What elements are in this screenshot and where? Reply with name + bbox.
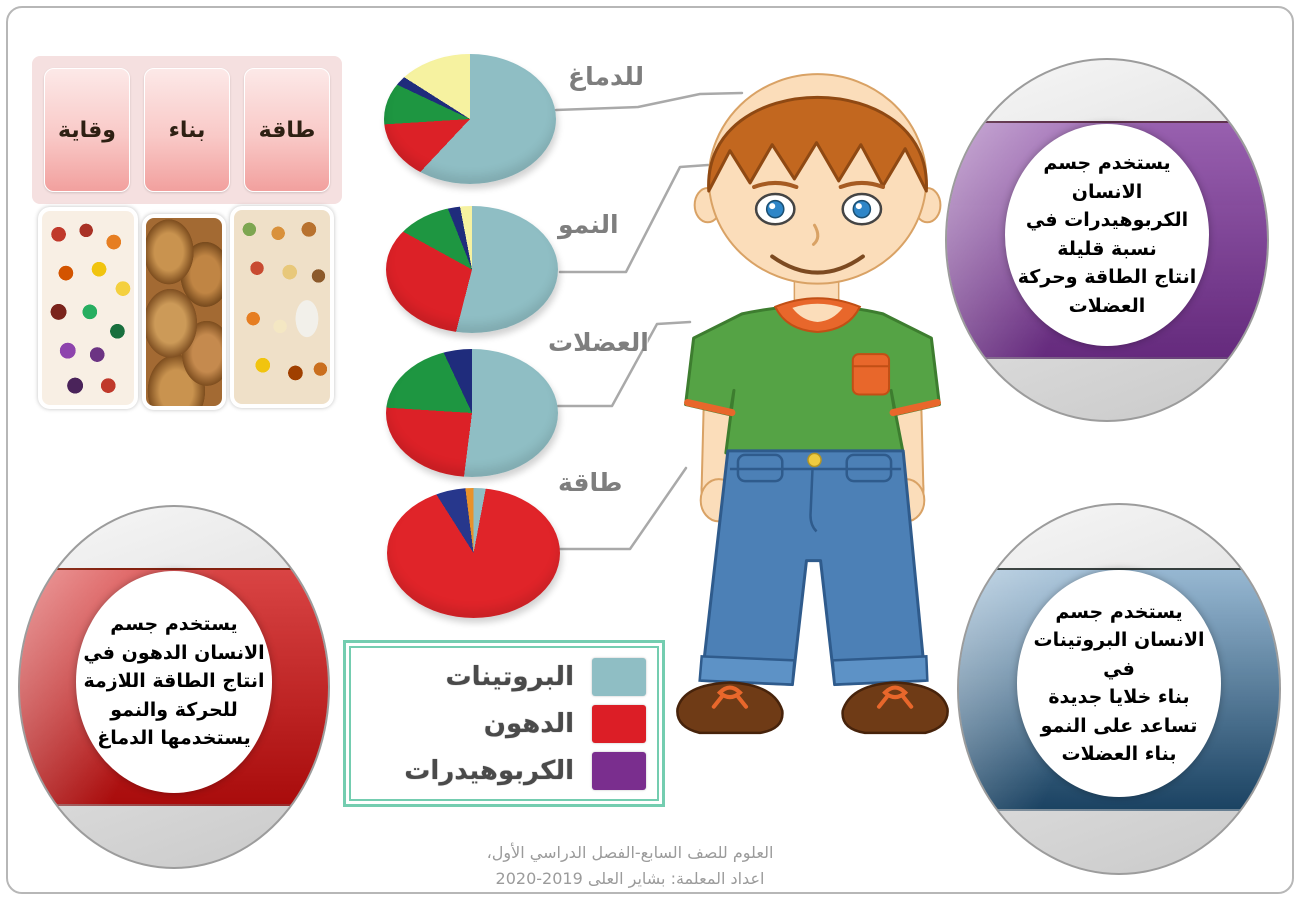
bubble-inner-circle: يستخدم جسم الانسان البروتينات في بناء خل… xyxy=(1016,569,1222,797)
food-card-energy: طاقة xyxy=(244,68,330,192)
footer-line-2: اعداد المعلمة: بشاير العلى 2019-2020 xyxy=(495,869,765,889)
pie-chart-growth xyxy=(386,206,558,333)
legend-item-carbohydrates: الكربوهيدرات xyxy=(362,751,646,790)
food-card-protection: وقاية xyxy=(44,68,130,192)
footer-line-1: العلوم للصف السابع-الفصل الدراسي الأول، xyxy=(486,843,774,862)
pie-label-brain: للدماغ xyxy=(568,62,644,91)
legend-label: الدهون xyxy=(483,708,574,739)
bubble-proteins: يستخدم جسم الانسان البروتينات في بناء خل… xyxy=(957,503,1281,875)
pie-label-energy: طاقة xyxy=(558,468,623,497)
carbohydrate-foods-photo xyxy=(230,206,334,408)
legend-label: الكربوهيدرات xyxy=(404,755,574,786)
bubble-fats-text: يستخدم جسم الانسان الدهون في انتاج الطاق… xyxy=(83,613,265,750)
footer-credit: العلوم للصف السابع-الفصل الدراسي الأول، … xyxy=(380,840,880,893)
pie-chart-energy xyxy=(387,488,560,618)
pie-label-growth: النمو xyxy=(558,210,619,239)
nuts-photo xyxy=(142,214,226,410)
boy-icon xyxy=(676,73,949,735)
proteins-color-swatch-icon xyxy=(592,657,646,696)
legend-item-proteins: البروتينات xyxy=(362,657,646,696)
boy-illustration xyxy=(640,52,985,747)
food-card-building: بناء xyxy=(144,68,230,192)
bubble-fats: يستخدم جسم الانسان الدهون في انتاج الطاق… xyxy=(18,505,330,869)
bubble-carbohydrates: يستخدم جسم الانسان الكربوهيدرات في نسبة … xyxy=(945,58,1269,422)
food-groups-panel: وقاية بناء طاقة xyxy=(32,56,342,204)
legend-item-fats: الدهون xyxy=(362,704,646,743)
bubble-inner-circle: يستخدم جسم الانسان الكربوهيدرات في نسبة … xyxy=(1004,123,1210,346)
pie-chart-muscles xyxy=(386,349,558,477)
pie-label-muscles: العضلات xyxy=(548,328,649,357)
pie-chart-brain xyxy=(384,54,556,184)
carbohydrates-color-swatch-icon xyxy=(592,751,646,790)
bubble-proteins-text: يستخدم جسم الانسان البروتينات في بناء خل… xyxy=(1033,600,1205,766)
bubble-carbohydrates-text: يستخدم جسم الانسان الكربوهيدرات في نسبة … xyxy=(1017,152,1197,317)
bubble-inner-circle: يستخدم جسم الانسان الدهون في انتاج الطاق… xyxy=(75,570,273,793)
legend-box: البروتينات الدهون الكربوهيدرات xyxy=(343,640,665,807)
fats-color-swatch-icon xyxy=(592,704,646,743)
fruits-photo xyxy=(38,207,138,409)
legend-label: البروتينات xyxy=(445,661,574,692)
